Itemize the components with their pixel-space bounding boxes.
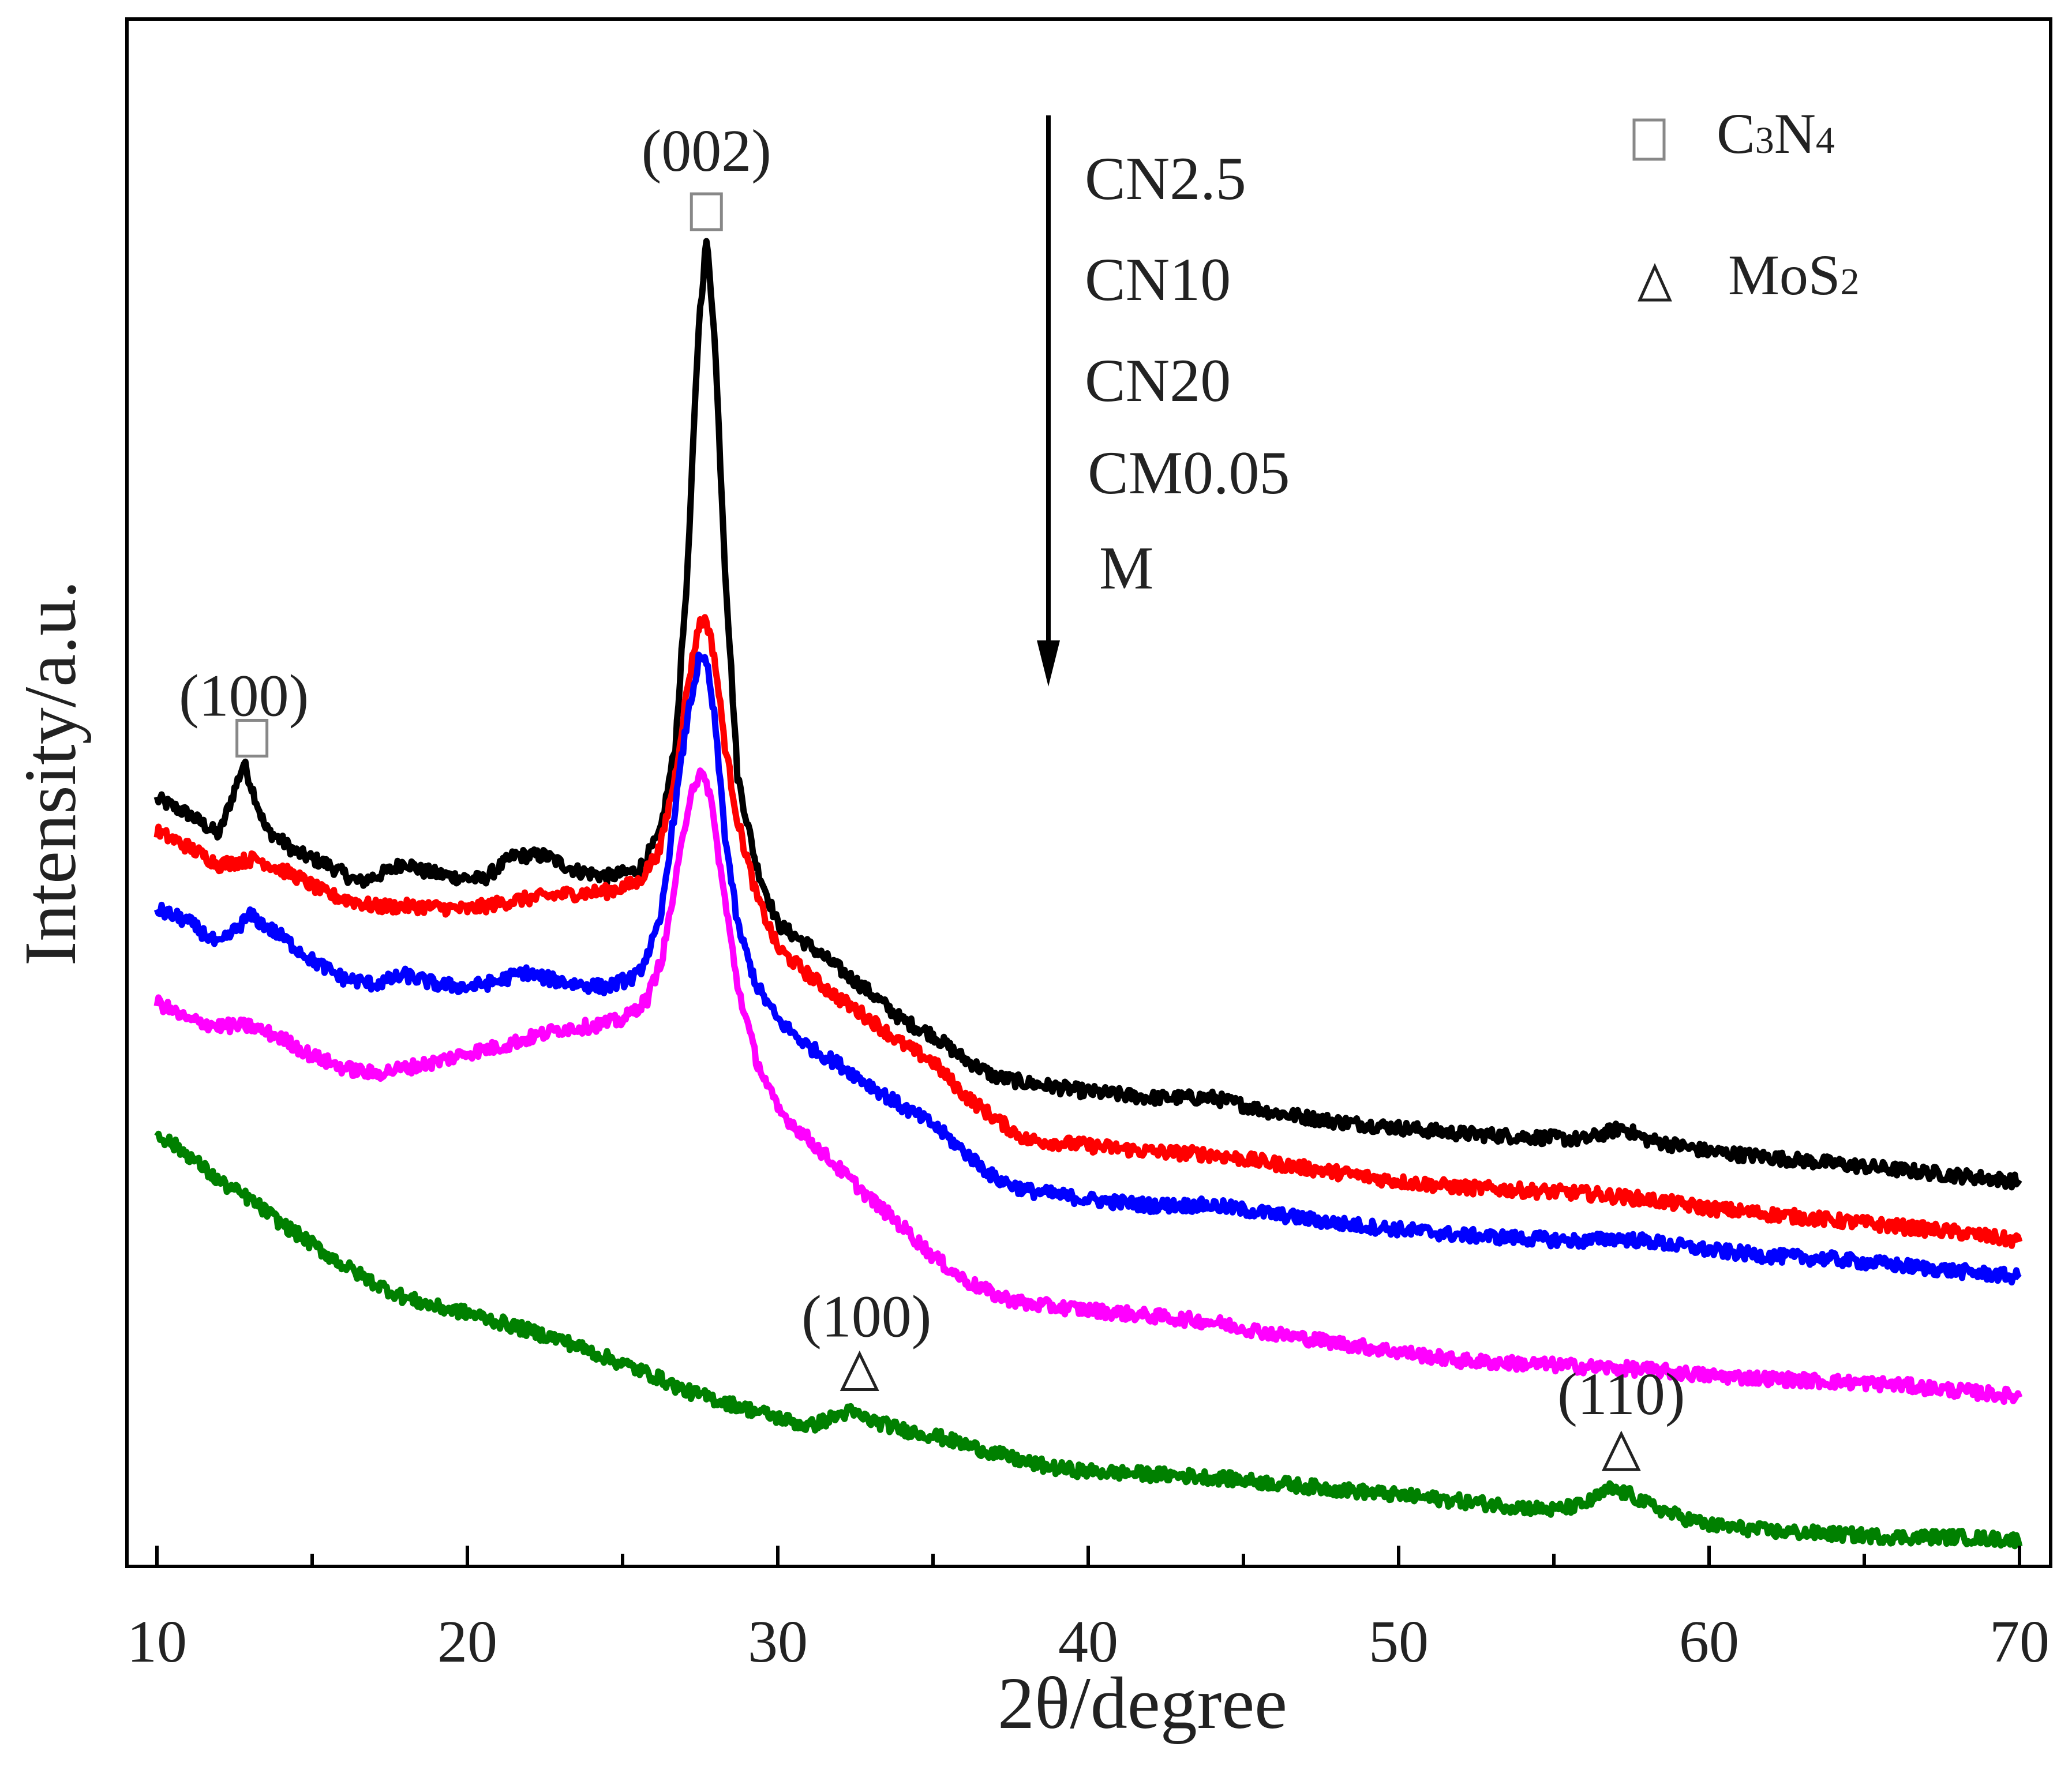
sample-legend: CN2.5 CN10 CN20 CM0.05 M: [1037, 115, 1290, 687]
phase-label-mos2: MoS2: [1728, 243, 1860, 307]
series-line-m: [154, 1130, 2023, 1550]
x-tick-label: 30: [748, 1609, 808, 1675]
x-tick-label: 40: [1058, 1609, 1118, 1675]
arrow-down-icon: [1037, 640, 1060, 687]
legend-entry: CN20: [1085, 347, 1231, 414]
peak-label: (100): [801, 1284, 931, 1350]
series-line-cm0-05: [153, 767, 2023, 1405]
series-line-cn20: [153, 651, 2022, 1286]
legend-entry: CN10: [1085, 246, 1231, 313]
legend-entry: CM0.05: [1088, 439, 1290, 507]
peak-label: (002): [642, 118, 771, 184]
series-layer: [153, 238, 2023, 1550]
x-tick-label: 10: [127, 1609, 187, 1675]
triangle-icon: [840, 1350, 879, 1392]
x-tick-label: 60: [1679, 1609, 1739, 1675]
square-icon: [690, 192, 723, 231]
x-tick-label: 50: [1369, 1609, 1429, 1675]
phase-label-c3n4: C3N4: [1717, 102, 1835, 166]
triangle-icon: [1601, 1430, 1641, 1471]
peak-label: (100): [179, 662, 309, 729]
y-axis-title: Intensity/a.u.: [9, 580, 91, 966]
x-axis-ticks: 10 20 30 40 50 60 70: [127, 1546, 2049, 1675]
x-tick-label: 20: [437, 1609, 497, 1675]
square-icon: [1632, 118, 1666, 161]
square-icon: [235, 718, 269, 758]
legend-entry: M: [1099, 534, 1153, 602]
peak-label: (110): [1557, 1361, 1685, 1427]
series-line-cn2-5: [153, 238, 2022, 1191]
phase-legend: C3N4 MoS2: [1632, 102, 1860, 307]
x-axis-title: 2θ/degree: [998, 1662, 1287, 1744]
series-line-cn10: [153, 614, 2023, 1249]
triangle-icon: [1638, 263, 1672, 302]
legend-entry: CN2.5: [1085, 145, 1246, 212]
peak-annotations: (002) (100) (100) (110): [179, 118, 1685, 1471]
x-tick-label: 70: [1989, 1609, 2049, 1675]
